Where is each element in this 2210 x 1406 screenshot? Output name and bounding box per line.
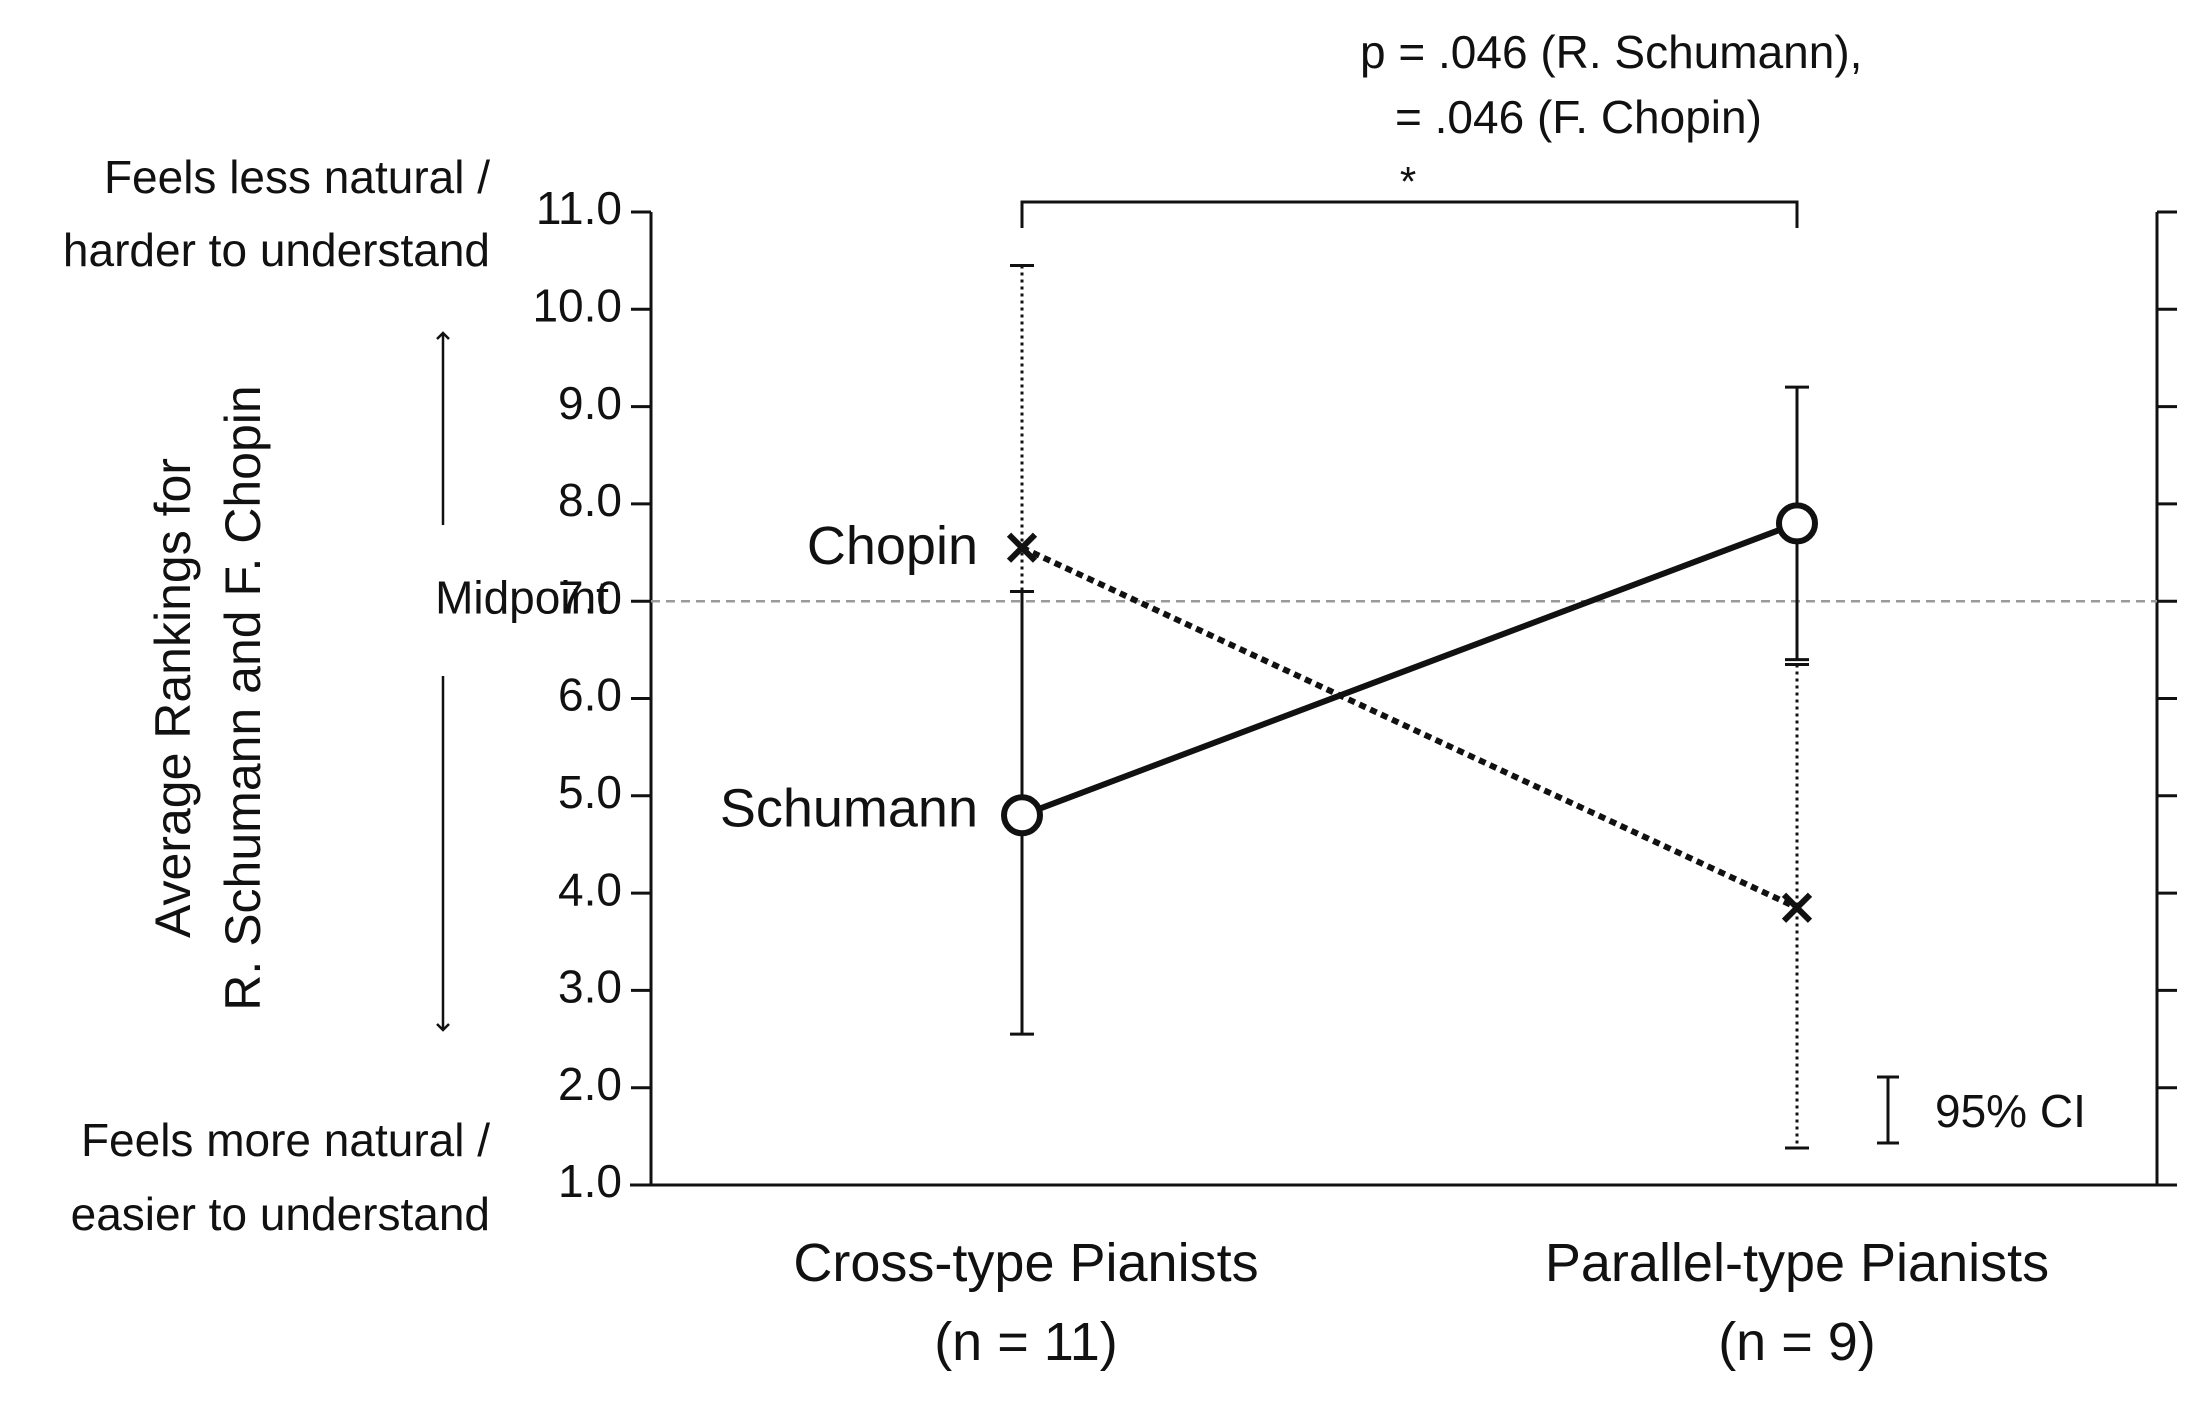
- y-tick-label: 3.0: [558, 961, 622, 1013]
- y-axis-title-line-1: Average Rankings for: [145, 458, 201, 938]
- bottom-label-line-2: easier to understand: [71, 1188, 490, 1240]
- midpoint-label: Midpoint: [435, 571, 609, 623]
- x-category-label-cross: Cross-type Pianists: [793, 1233, 1258, 1293]
- error-bars: [1010, 264, 1809, 1150]
- top-label-line-2: harder to understand: [63, 224, 490, 276]
- top-label-line-1: Feels less natural /: [104, 151, 490, 203]
- y-tick-label: 9.0: [558, 377, 622, 429]
- schumann-point: [1776, 502, 1818, 545]
- y-tick-label: 1.0: [558, 1155, 622, 1207]
- chopin-point: [1006, 532, 1038, 563]
- significance-line-2: = .046 (F. Chopin): [1395, 91, 1762, 143]
- y-tick-label: 7.0: [558, 571, 622, 623]
- y-tick-label: 10.0: [532, 279, 622, 331]
- y-tick-label: 8.0: [558, 474, 622, 526]
- y-tick-label: 11.0: [536, 182, 622, 234]
- y-axis-title: Average Rankings for R. Schumann and F. …: [145, 385, 271, 1010]
- y-tick-label: 5.0: [558, 766, 622, 818]
- series-lines: [1020, 520, 1799, 911]
- chopin-series-line: [1020, 544, 1799, 911]
- x-category-label-parallel: Parallel-type Pianists: [1545, 1233, 2049, 1293]
- significance-bracket: [1020, 200, 1799, 228]
- x-category-sublabel-parallel: (n = 9): [1718, 1312, 1876, 1372]
- y-axis-title-line-2: R. Schumann and F. Chopin: [215, 385, 271, 1010]
- series-label-chopin: Chopin: [807, 516, 978, 576]
- data-markers: [1001, 502, 1818, 923]
- y-tick-label: 4.0: [558, 863, 622, 915]
- schumann-point: [1001, 794, 1043, 837]
- ci-legend-label: 95% CI: [1935, 1085, 2086, 1137]
- y-tick-label: 6.0: [558, 669, 622, 721]
- ci-legend: 95% CI: [1877, 1075, 2086, 1145]
- bottom-label-line-1: Feels more natural /: [81, 1114, 490, 1166]
- y-tick-labels: 1.0 2.0 3.0 4.0 5.0 6.0 7.0 8.0 9.0 10.0 11.0: [532, 182, 622, 1207]
- chopin-point: [1781, 892, 1813, 923]
- series-label-schumann: Schumann: [720, 779, 978, 839]
- y-axis-ticks: [631, 210, 651, 1187]
- right-axis-ticks: [2157, 210, 2177, 1187]
- x-category-sublabel-cross: (n = 11): [934, 1312, 1118, 1372]
- significance-asterisk: *: [1400, 158, 1416, 205]
- significance-line-1: p = .046 (R. Schumann),: [1360, 26, 1862, 78]
- y-tick-label: 2.0: [558, 1058, 622, 1110]
- schumann-series-line: [1020, 520, 1799, 819]
